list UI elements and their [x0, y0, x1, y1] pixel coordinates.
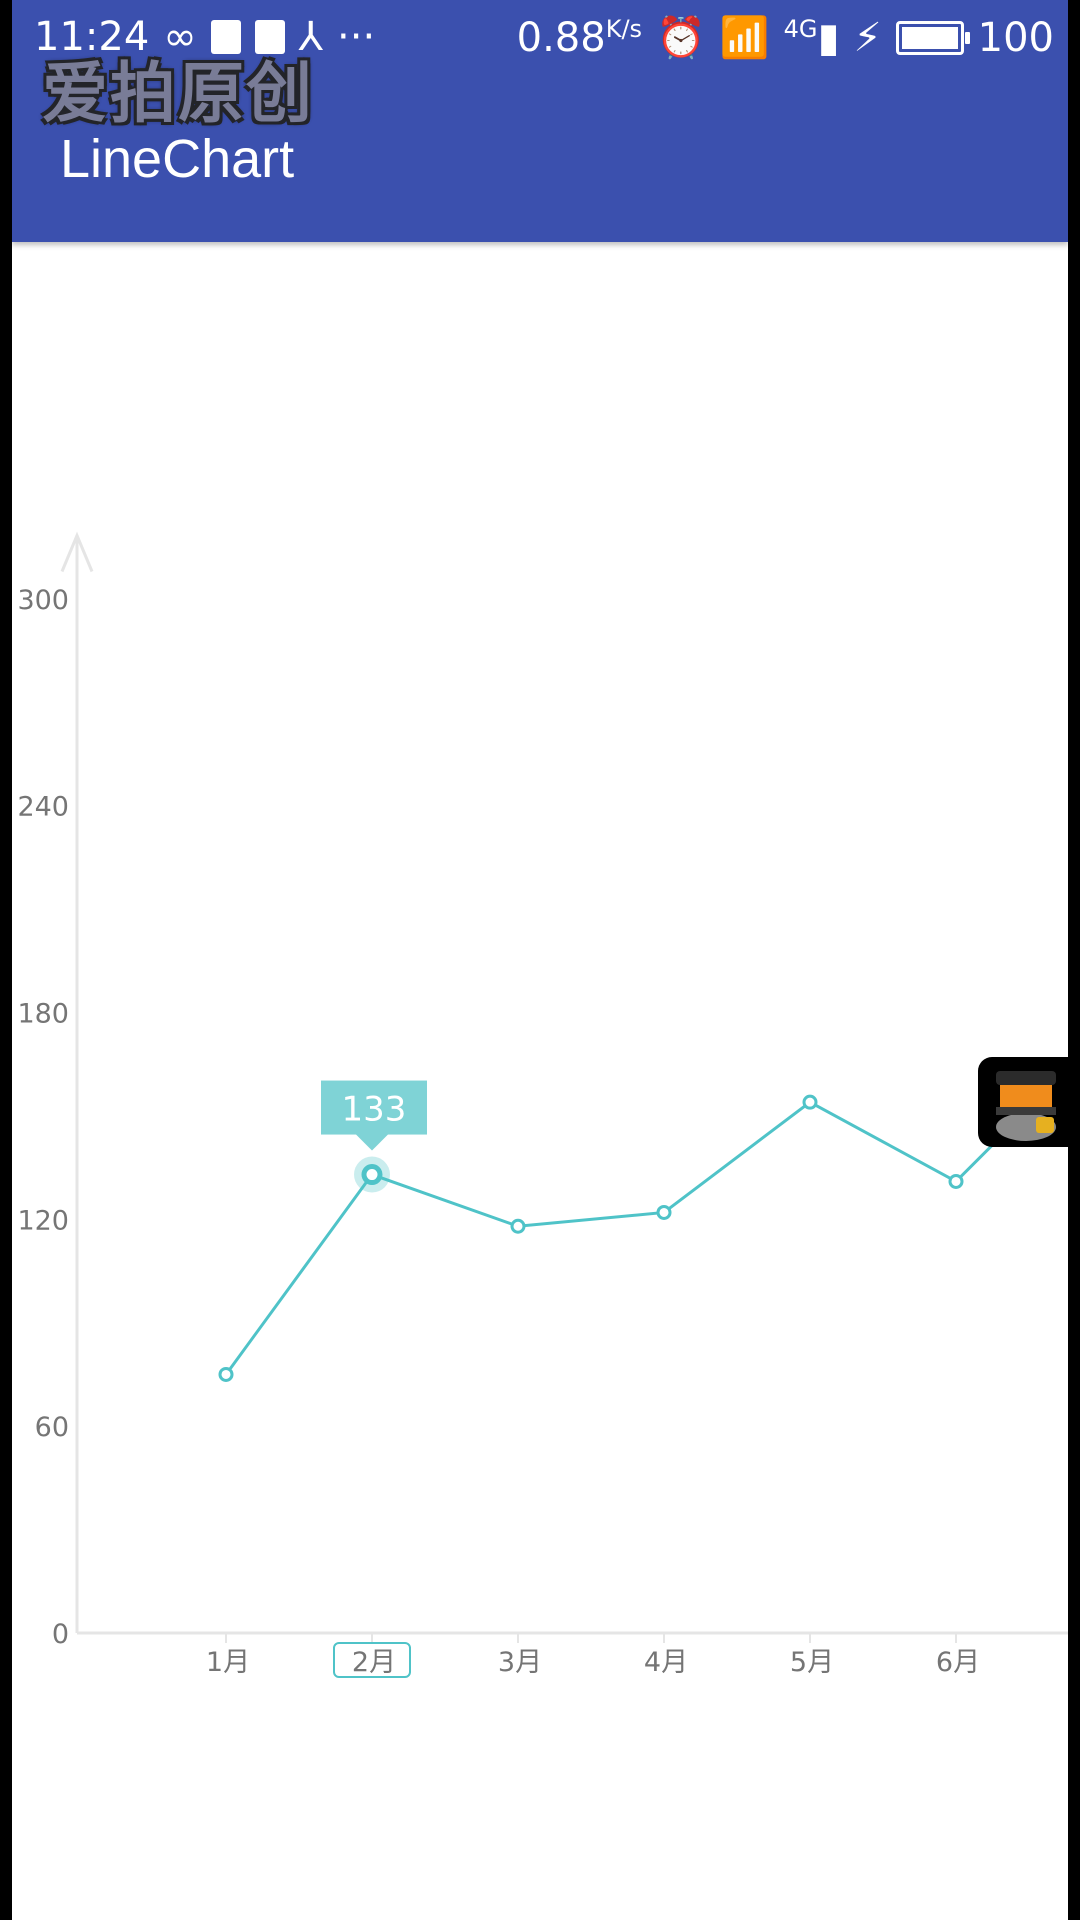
data-point[interactable] — [802, 1094, 818, 1110]
y-tick-label: 240 — [17, 792, 69, 823]
more-icon: ··· — [337, 14, 376, 60]
network-speed-value: 0.88 — [516, 14, 606, 61]
y-tick-label: 60 — [35, 1412, 69, 1443]
network-speed-unit: K/s — [605, 14, 643, 43]
battery-level: 100 — [977, 14, 1054, 61]
y-tick-label: 120 — [17, 1205, 69, 1236]
value-tooltip: 133 — [321, 1080, 427, 1151]
battery-icon — [895, 20, 970, 55]
charging-icon: ⚡ — [853, 14, 882, 61]
wifi-icon: 📶 — [719, 15, 770, 61]
watermark-logo: 爱拍原创 — [42, 55, 314, 132]
data-point[interactable] — [510, 1218, 526, 1234]
x-tick-label[interactable]: 6月 — [936, 1647, 980, 1678]
tooltip-value: 133 — [342, 1090, 407, 1130]
data-points — [218, 1094, 964, 1382]
floating-assistant-icon[interactable] — [978, 1057, 1068, 1147]
y-axis-arrow — [60, 531, 94, 573]
y-tick-label: 180 — [17, 999, 69, 1030]
notification-icon — [210, 20, 241, 54]
x-tick-label[interactable]: 1月 — [206, 1647, 250, 1678]
data-point[interactable] — [656, 1204, 672, 1220]
line-chart[interactable]: 0 60 120 180 240 300 1月 2月 3月 4月 5月 6月 133 — [12, 0, 1068, 1920]
x-tick-label[interactable]: 5月 — [790, 1647, 834, 1678]
data-point[interactable] — [218, 1366, 234, 1382]
alarm-icon: ⏰ — [656, 15, 706, 61]
x-tick-label[interactable]: 3月 — [498, 1647, 542, 1678]
status-time: 11:24 — [34, 14, 150, 60]
page-title: LineChart — [60, 129, 295, 189]
chart-axes — [60, 531, 1068, 1635]
image-icon — [254, 20, 285, 54]
share-icon: ⅄ — [298, 14, 324, 60]
data-point[interactable] — [948, 1173, 964, 1189]
tooltip-pointer — [356, 1134, 388, 1151]
infinity-icon: ∞ — [163, 14, 197, 60]
signal-icon: 4G▮ — [783, 14, 840, 61]
x-tick-highlight — [333, 1642, 411, 1678]
data-point[interactable] — [361, 1164, 383, 1186]
series-polyline — [224, 1100, 957, 1376]
y-tick-labels: 0 60 120 180 240 300 — [17, 585, 69, 1650]
y-tick-label: 300 — [17, 585, 69, 616]
series-line — [224, 1100, 1018, 1376]
network-speed: 0.88K/s — [517, 15, 642, 61]
tooltip-box — [321, 1080, 427, 1135]
signal-label: 4G — [783, 14, 818, 43]
y-tick-label: 0 — [52, 1619, 69, 1650]
x-tick-label[interactable]: 2月 — [352, 1647, 396, 1678]
app-bar: 11:24 ∞ ⅄ ··· 0.88K/s ⏰ 📶 4G▮ ⚡ 100 — [12, 0, 1068, 242]
x-tick-label[interactable]: 4月 — [644, 1647, 688, 1678]
status-bar: 11:24 ∞ ⅄ ··· 0.88K/s ⏰ 📶 4G▮ ⚡ 100 — [12, 0, 1068, 78]
screen: 11:24 ∞ ⅄ ··· 0.88K/s ⏰ 📶 4G▮ ⚡ 100 — [12, 0, 1068, 1920]
x-tick-labels: 1月 2月 3月 4月 5月 6月 — [206, 1633, 980, 1678]
